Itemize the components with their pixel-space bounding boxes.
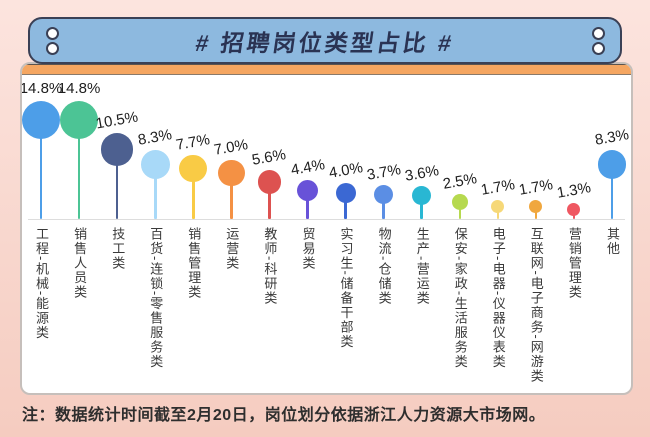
bubble-14 <box>529 200 543 214</box>
category-label: 保安-家政-生活服务类 <box>452 227 468 370</box>
category-label: 其他 <box>605 227 620 256</box>
lollipop-stem <box>306 197 309 219</box>
bubble-9 <box>335 182 356 203</box>
lollipop-stem <box>420 201 423 219</box>
rivet-icon <box>46 42 59 55</box>
bubble-chart: 14.8% 工程-机械-能源类 14.8% 销售人员类 10.5% 技工类 8.3% 百货-连… <box>22 77 631 391</box>
category-label: 技工类 <box>110 227 126 271</box>
bubble-4 <box>140 149 170 179</box>
category-label: 物流-仓储类 <box>376 227 392 306</box>
lollipop-stem <box>344 199 347 219</box>
bubble-12 <box>451 194 468 210</box>
bubble-6 <box>218 159 245 187</box>
category-label: 实习生-储备干部类 <box>338 227 354 349</box>
category-label: 生产-营运类 <box>414 227 430 306</box>
bubble-3 <box>101 133 134 166</box>
bubble-5 <box>179 154 208 183</box>
bubble-11 <box>412 185 432 205</box>
category-label: 销售人员类 <box>72 227 88 300</box>
bubble-8 <box>297 179 318 201</box>
bubble-15 <box>567 203 581 217</box>
bubble-1 <box>22 100 61 139</box>
bubble-10 <box>374 184 394 205</box>
bubble-13 <box>491 200 505 214</box>
lollipop-stem <box>382 201 385 219</box>
category-label: 销售管理类 <box>186 227 202 300</box>
rivet-icon <box>46 27 59 40</box>
rivet-icon <box>592 27 605 40</box>
bubble-16 <box>597 149 627 179</box>
rivet-icon <box>592 42 605 55</box>
category-label: 运营类 <box>224 227 240 271</box>
lollipop-stem <box>496 210 499 219</box>
category-label: 营销管理类 <box>566 227 582 300</box>
value-label: 8.3% <box>593 126 631 149</box>
lollipop-stem <box>39 136 43 219</box>
lollipop-stem <box>230 183 233 219</box>
lollipop-stem <box>154 175 157 219</box>
bubble-2 <box>59 100 99 139</box>
value-label: 14.8% <box>20 79 63 97</box>
lollipop-stem <box>268 191 271 219</box>
baseline-axis <box>28 219 625 220</box>
lollipop-stem <box>458 206 461 219</box>
lollipop-stem <box>115 162 119 219</box>
header-rivets-left <box>46 27 59 55</box>
lollipop-stem <box>572 213 576 219</box>
category-label: 工程-机械-能源类 <box>34 227 49 341</box>
category-label: 百货-连锁-零售服务类 <box>148 227 164 370</box>
bubble-7 <box>257 170 282 195</box>
category-label: 互联网-电子商务-网游类 <box>528 227 544 384</box>
category-label: 教师-科研类 <box>262 227 278 306</box>
accent-strip <box>22 64 631 75</box>
value-label: 14.8% <box>57 79 101 97</box>
header-bar: # 招聘岗位类型占比 # <box>28 17 622 64</box>
chart-panel: 14.8% 工程-机械-能源类 14.8% 销售人员类 10.5% 技工类 8.3% 百货-连… <box>20 62 633 395</box>
lollipop-stem <box>534 210 538 219</box>
lollipop-stem <box>192 179 195 219</box>
category-label: 电子-电器-仪器仪表类 <box>490 227 506 370</box>
lollipop-stem <box>610 175 614 219</box>
category-label: 贸易类 <box>300 227 316 271</box>
lollipop-stem <box>77 136 81 219</box>
footnote: 注：数据统计时间截至2月20日，岗位划分依据浙江人力资源大市场网。 <box>22 407 546 424</box>
page-title: # 招聘岗位类型占比 # <box>193 29 456 56</box>
header-rivets-right <box>592 27 605 55</box>
